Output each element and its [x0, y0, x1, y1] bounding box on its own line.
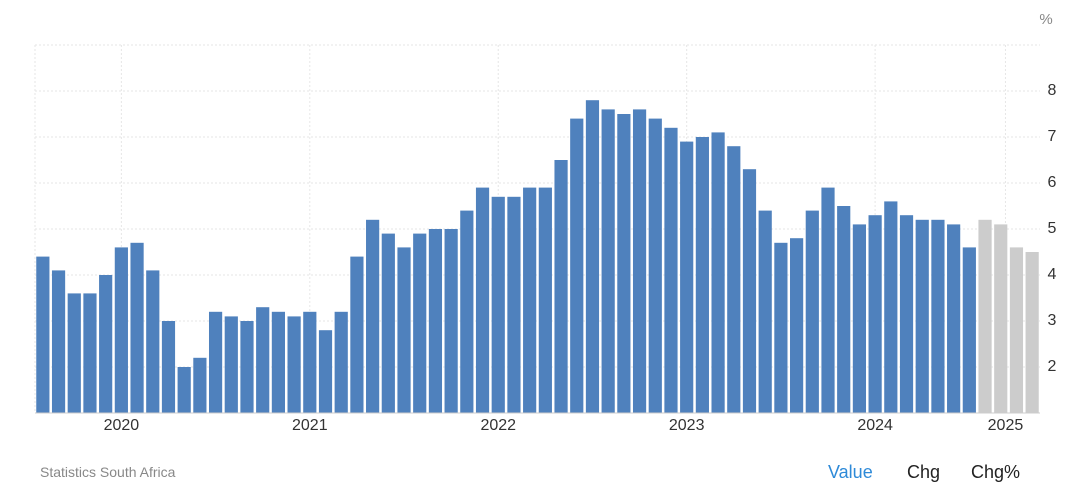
bar — [868, 215, 882, 413]
bar — [507, 196, 521, 413]
bar — [1025, 252, 1039, 413]
bar — [287, 316, 301, 413]
bar — [318, 330, 333, 413]
bar — [366, 219, 380, 413]
bar — [947, 224, 961, 413]
bar — [460, 210, 474, 413]
bar — [758, 210, 772, 413]
bar — [617, 114, 631, 413]
bar — [805, 210, 819, 413]
y-tick-label: 5 — [1048, 220, 1057, 237]
bar — [994, 224, 1008, 413]
bar — [240, 321, 254, 413]
x-tick-label: 2021 — [292, 417, 328, 434]
bar — [99, 275, 113, 413]
bar — [554, 160, 568, 413]
bar — [538, 187, 552, 413]
bar — [790, 238, 804, 413]
x-tick-label: 2020 — [104, 417, 140, 434]
x-tick-label: 2024 — [857, 417, 893, 434]
bar — [350, 256, 364, 413]
y-tick-label: 6 — [1048, 174, 1057, 191]
bar — [962, 247, 976, 413]
value-button[interactable]: Value — [828, 462, 873, 482]
bar — [161, 321, 176, 413]
bar — [114, 247, 128, 413]
bar — [523, 187, 537, 413]
bar — [83, 293, 97, 413]
bar — [632, 109, 647, 414]
bar — [601, 109, 615, 414]
bar — [334, 311, 348, 413]
bar — [931, 219, 945, 413]
bar — [915, 219, 929, 413]
bar — [742, 169, 757, 413]
bar — [428, 229, 443, 413]
bar — [491, 196, 505, 413]
x-tick-label: 2023 — [669, 417, 705, 434]
bar — [774, 242, 788, 413]
bar — [837, 206, 851, 413]
bar — [664, 127, 678, 414]
chg-pct-button[interactable]: Chg% — [971, 462, 1021, 482]
bar — [695, 137, 709, 413]
bar — [303, 311, 317, 413]
x-tick-label: 2022 — [480, 417, 516, 434]
bar — [570, 118, 584, 413]
bar — [208, 311, 223, 413]
bar — [475, 187, 490, 413]
bar — [271, 311, 285, 413]
bar — [727, 146, 741, 413]
bar — [585, 100, 600, 413]
bar — [397, 247, 411, 413]
y-tick-label: 2 — [1048, 358, 1057, 375]
bar — [711, 132, 725, 413]
bar — [224, 316, 238, 413]
bar — [444, 229, 458, 413]
bar — [884, 201, 898, 413]
y-tick-label: 3 — [1048, 312, 1057, 329]
bar — [852, 224, 867, 413]
bar — [648, 118, 662, 413]
bar — [177, 367, 191, 413]
bar — [51, 270, 66, 413]
bar — [821, 187, 835, 413]
chg-button[interactable]: Chg — [907, 462, 941, 482]
unit-label: % — [1039, 11, 1052, 28]
bar — [978, 219, 992, 413]
bar — [381, 233, 395, 413]
y-tick-label: 8 — [1048, 82, 1057, 99]
bar — [146, 270, 160, 413]
bar — [193, 357, 207, 413]
bar — [1009, 247, 1024, 413]
chart: % 2 3 4 5 6 7 8 2020 2021 2022 2023 2024 2025 — [34, 11, 1057, 434]
y-tick-label: 4 — [1048, 266, 1057, 283]
y-tick-label: 7 — [1048, 128, 1057, 145]
bar — [680, 141, 694, 413]
x-tick-label: 2025 — [988, 417, 1024, 434]
bar — [899, 215, 914, 413]
bar — [130, 242, 144, 413]
bar — [256, 307, 270, 413]
bar — [67, 293, 81, 413]
bar — [413, 233, 427, 413]
source: Statistics South Africa — [40, 464, 176, 480]
bar — [36, 256, 50, 413]
